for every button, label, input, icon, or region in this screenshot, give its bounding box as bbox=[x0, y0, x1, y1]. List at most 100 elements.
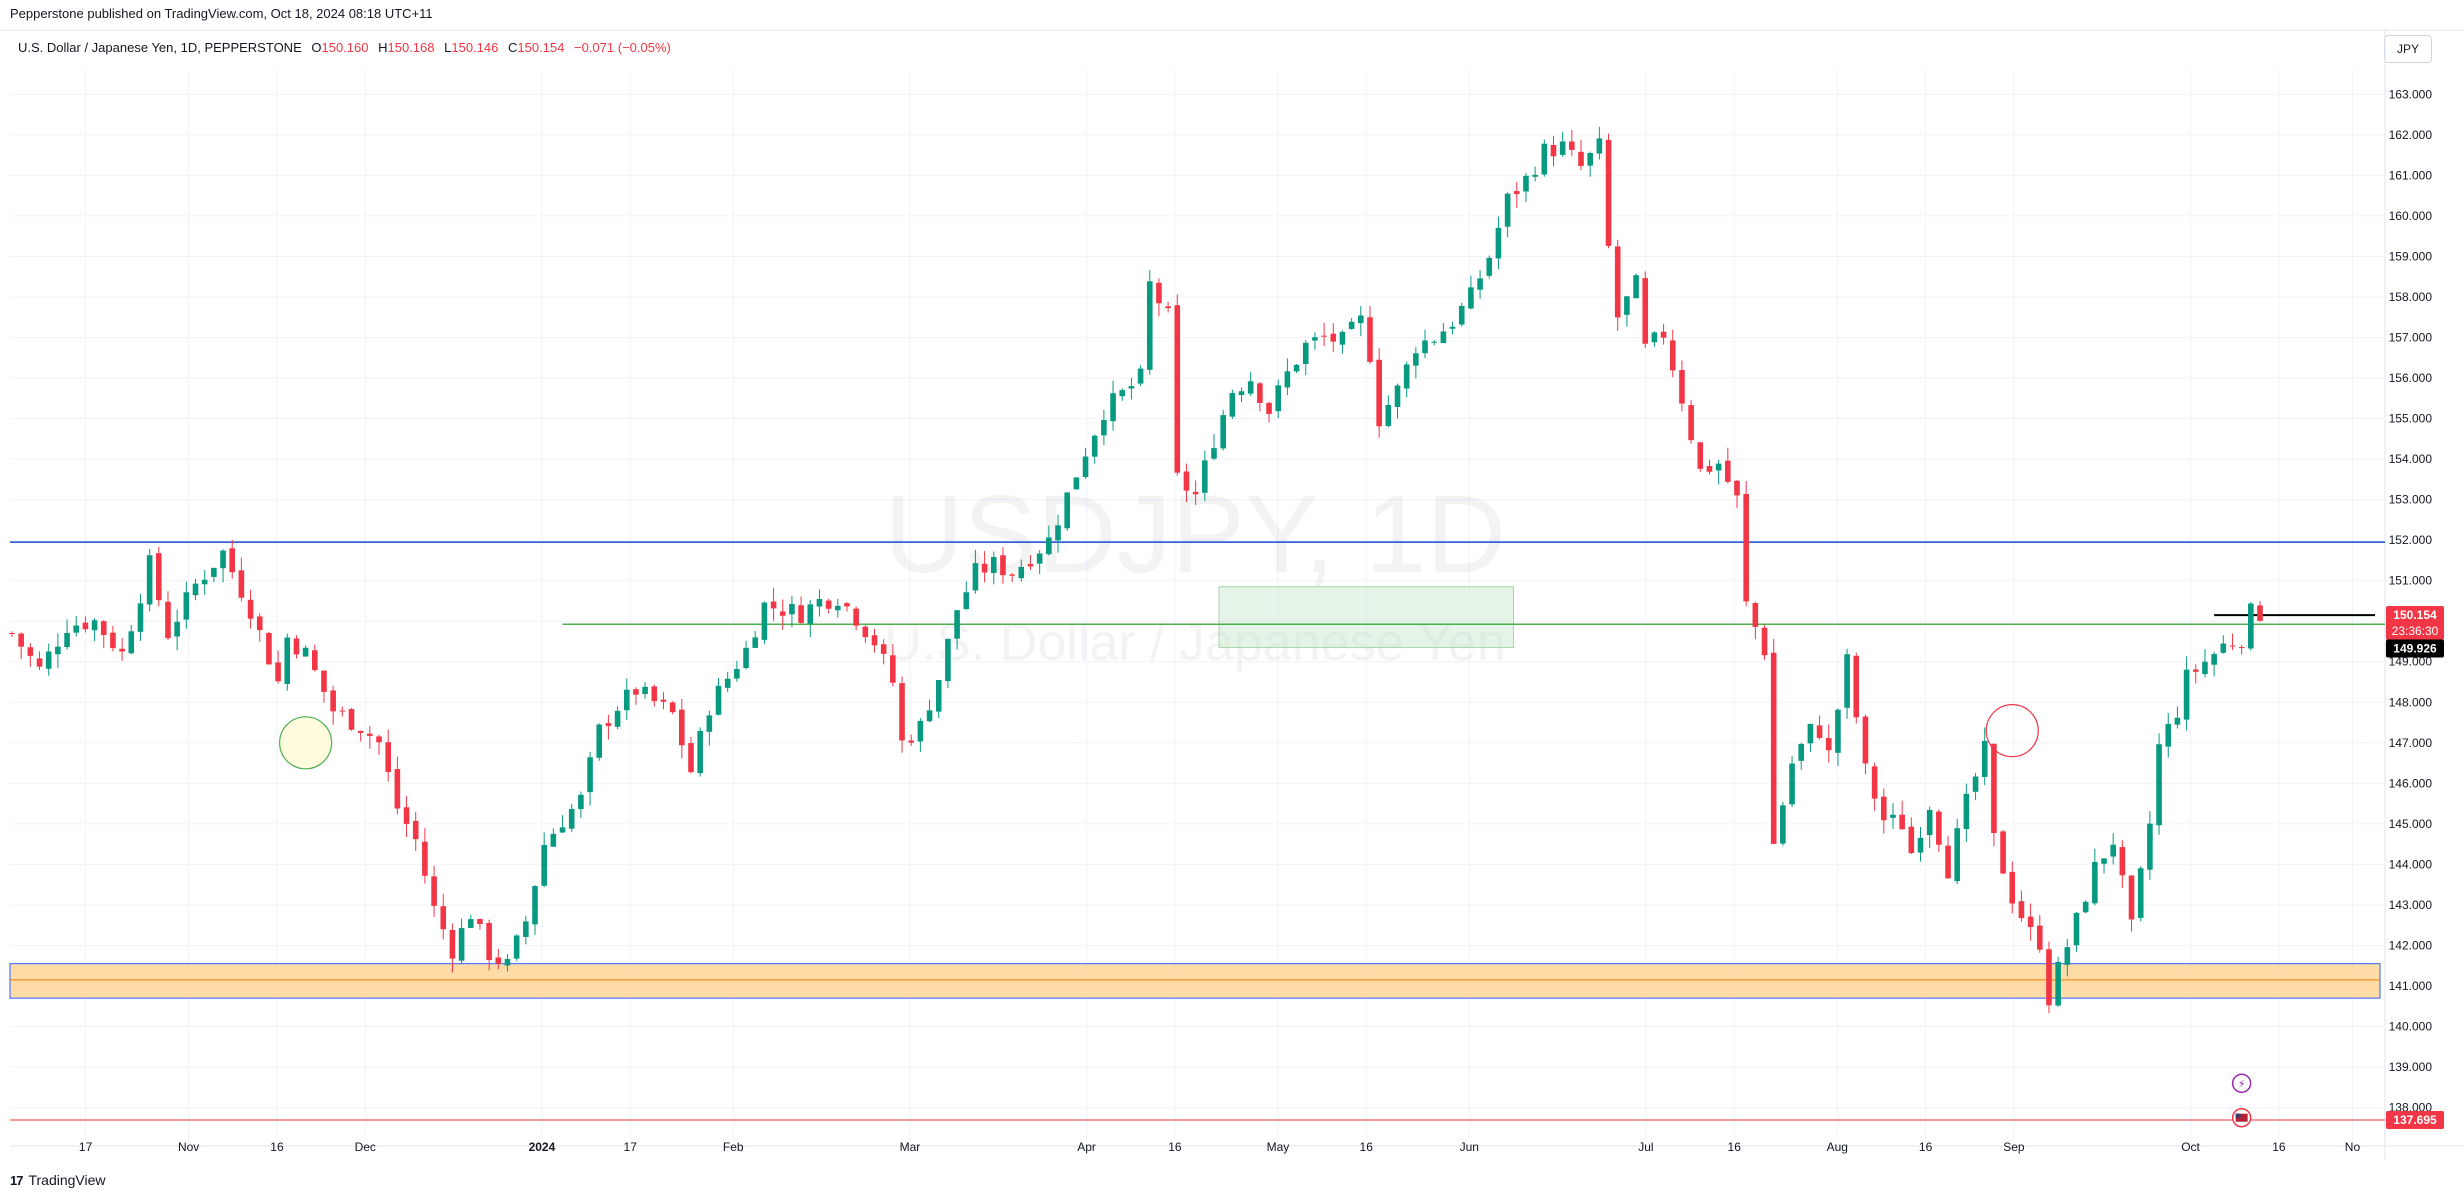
candle-body bbox=[715, 685, 722, 715]
candle bbox=[2119, 840, 2126, 888]
candle bbox=[2055, 956, 2061, 1007]
candle bbox=[1881, 788, 1887, 834]
candle bbox=[1789, 756, 1795, 807]
candle-body bbox=[2257, 605, 2263, 621]
candle-body bbox=[1945, 845, 1951, 879]
candle bbox=[82, 616, 89, 633]
candle-body bbox=[128, 631, 135, 654]
candle-body bbox=[1046, 537, 1052, 555]
candle bbox=[1669, 329, 1676, 378]
currency-button[interactable]: JPY bbox=[2384, 35, 2432, 63]
candle bbox=[1082, 447, 1089, 479]
candle-body bbox=[1807, 723, 1814, 744]
candle-body bbox=[1192, 491, 1199, 495]
y-tick-label: 154.000 bbox=[2389, 452, 2433, 466]
candle bbox=[688, 736, 694, 774]
candle bbox=[2147, 811, 2153, 880]
candle-body bbox=[752, 637, 759, 648]
candle-body bbox=[1881, 796, 1887, 821]
countdown-label: 23:36:30 bbox=[2392, 624, 2439, 638]
candle bbox=[1202, 450, 1208, 502]
candle-body bbox=[1734, 480, 1740, 496]
candle bbox=[1697, 441, 1704, 472]
candle-body bbox=[2192, 669, 2199, 672]
candle bbox=[642, 682, 648, 699]
candle bbox=[752, 630, 759, 648]
y-tick-label: 140.000 bbox=[2389, 1020, 2433, 1034]
y-tick-label: 149.000 bbox=[2389, 655, 2433, 669]
candle-body bbox=[688, 743, 694, 773]
candle bbox=[1972, 772, 1979, 801]
candle bbox=[578, 791, 584, 818]
candle-body bbox=[2119, 847, 2126, 876]
candle-body bbox=[1376, 359, 1382, 427]
candle bbox=[1596, 126, 1603, 160]
y-tick-label: 158.000 bbox=[2389, 290, 2433, 304]
candle-body bbox=[1091, 435, 1098, 457]
candle-body bbox=[853, 608, 859, 626]
candle bbox=[1358, 306, 1364, 337]
candle bbox=[174, 609, 180, 651]
candle bbox=[376, 734, 382, 755]
candle bbox=[1018, 559, 1025, 582]
last-price-label: 150.154 bbox=[2393, 608, 2437, 622]
last-price-tag-bg bbox=[2386, 605, 2444, 640]
candle bbox=[1312, 332, 1318, 350]
candle-body bbox=[1890, 814, 1896, 818]
y-tick-label: 141.000 bbox=[2389, 979, 2433, 993]
close-label: C bbox=[507, 40, 518, 55]
candle bbox=[1183, 463, 1190, 503]
candle-body bbox=[798, 605, 804, 623]
candle-body bbox=[1917, 837, 1924, 853]
candle-body bbox=[357, 730, 364, 733]
candle bbox=[862, 625, 869, 644]
candle-body bbox=[1293, 364, 1300, 372]
symbol-legend[interactable]: U.S. Dollar / Japanese Yen, 1D, PEPPERST… bbox=[18, 40, 671, 55]
candle-body bbox=[559, 827, 566, 833]
candle-body bbox=[302, 647, 309, 657]
candle-body bbox=[1853, 655, 1860, 718]
candle-body bbox=[1780, 805, 1786, 844]
candle-body bbox=[880, 644, 887, 654]
candle bbox=[513, 934, 520, 961]
candle bbox=[128, 624, 135, 655]
candle bbox=[1101, 409, 1107, 446]
candle bbox=[1991, 743, 1997, 847]
candle bbox=[1614, 239, 1621, 331]
candle-body bbox=[651, 686, 658, 702]
candle-body bbox=[660, 699, 667, 702]
candle-body bbox=[1532, 174, 1538, 177]
candle bbox=[18, 632, 24, 660]
x-tick-label: Dec bbox=[355, 1140, 376, 1154]
candle bbox=[201, 569, 208, 595]
candle-body bbox=[1055, 525, 1061, 541]
candle bbox=[1706, 459, 1713, 475]
candle-body bbox=[1394, 385, 1401, 408]
candle-body bbox=[192, 583, 199, 596]
candle bbox=[1449, 321, 1456, 335]
x-tick-label: Apr bbox=[1077, 1140, 1096, 1154]
candle-body bbox=[2101, 858, 2107, 864]
candle-body bbox=[1137, 368, 1144, 384]
candle-body bbox=[1358, 315, 1364, 324]
candle bbox=[2229, 633, 2236, 651]
candle bbox=[146, 549, 153, 612]
candle-body bbox=[1000, 555, 1006, 576]
candle bbox=[1229, 389, 1236, 420]
candle-body bbox=[789, 604, 795, 615]
candle bbox=[91, 618, 98, 642]
tradingview-brand[interactable]: 17 TradingView bbox=[10, 1172, 106, 1188]
candle bbox=[1871, 762, 1878, 811]
candle bbox=[2257, 600, 2263, 622]
candle-body bbox=[1936, 811, 1942, 845]
candle bbox=[1046, 525, 1052, 556]
candle bbox=[477, 918, 483, 930]
candle-body bbox=[1229, 393, 1236, 417]
candle bbox=[1055, 514, 1061, 553]
candle bbox=[1284, 358, 1291, 396]
candle-body bbox=[1578, 151, 1584, 166]
candle-body bbox=[137, 603, 144, 632]
candle-body bbox=[1835, 709, 1841, 753]
y-tick-label: 151.000 bbox=[2389, 574, 2433, 588]
